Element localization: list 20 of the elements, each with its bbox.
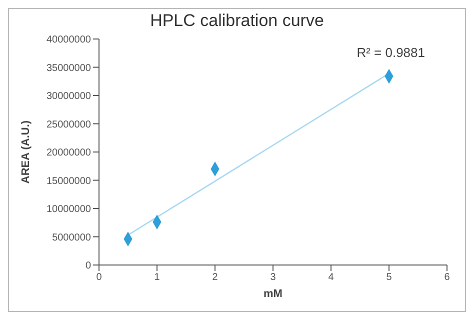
y-tick-label: 5000000 <box>52 232 92 244</box>
y-axis-title: AREA (A.U.) <box>20 120 32 184</box>
x-tick-label: 1 <box>154 272 160 284</box>
y-tick-label: 20000000 <box>46 148 92 159</box>
x-tick-label: 4 <box>328 272 334 284</box>
chart-title: HPLC calibration curve <box>149 11 325 31</box>
x-tick-label: 3 <box>270 272 276 284</box>
x-tick-label: 6 <box>444 272 450 284</box>
annotation: R² = 0.9881 <box>356 45 425 60</box>
y-tick-label: 35000000 <box>46 62 92 74</box>
y-tick-label: 10000000 <box>46 204 92 216</box>
y-tick-label: 0 <box>85 260 92 272</box>
y-tick-label: 25000000 <box>46 119 92 130</box>
x-tick-label: 2 <box>212 272 218 284</box>
y-tick-label: 15000000 <box>46 176 92 187</box>
y-tick-label: 40000000 <box>46 34 92 46</box>
x-axis-title: mM <box>264 288 282 300</box>
y-tick-label: 30000000 <box>46 91 92 102</box>
x-tick-label: 0 <box>96 272 102 284</box>
x-tick-label: 5 <box>386 272 392 284</box>
